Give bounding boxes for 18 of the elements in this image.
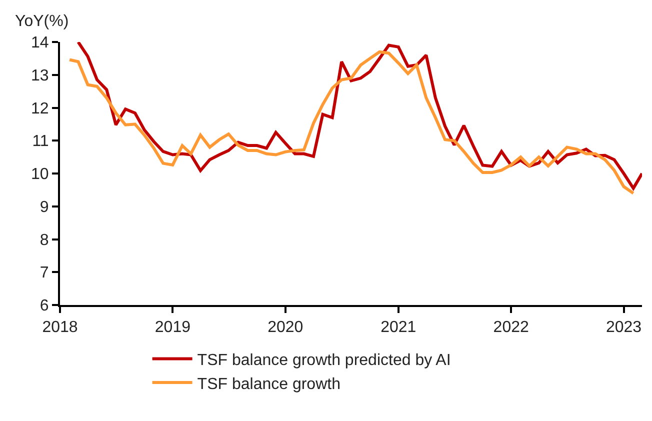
x-tick-label: 2018 (42, 319, 78, 336)
x-tick-label: 2023 (606, 319, 642, 336)
y-tick-label: 6 (40, 298, 49, 315)
y-tick-label: 8 (40, 232, 49, 249)
y-tick-label: 11 (32, 133, 49, 150)
y-axis-title: YoY(%) (15, 13, 69, 30)
legend-label: TSF balance growth predicted by AI (197, 352, 451, 369)
y-tick-label: 10 (31, 166, 49, 184)
y-tick-label: 12 (31, 100, 49, 118)
legend-label: TSF balance growth (197, 376, 340, 393)
x-tick-label: 2020 (268, 319, 304, 336)
x-tick-label: 2021 (380, 319, 416, 336)
x-tick-label: 2019 (154, 319, 191, 336)
y-tick-label: 7 (40, 264, 49, 282)
x-tick-label: 2022 (493, 319, 529, 336)
y-tick-label: 9 (40, 198, 49, 216)
y-tick-label: 14 (31, 34, 49, 52)
y-tick-label: 13 (31, 67, 49, 84)
